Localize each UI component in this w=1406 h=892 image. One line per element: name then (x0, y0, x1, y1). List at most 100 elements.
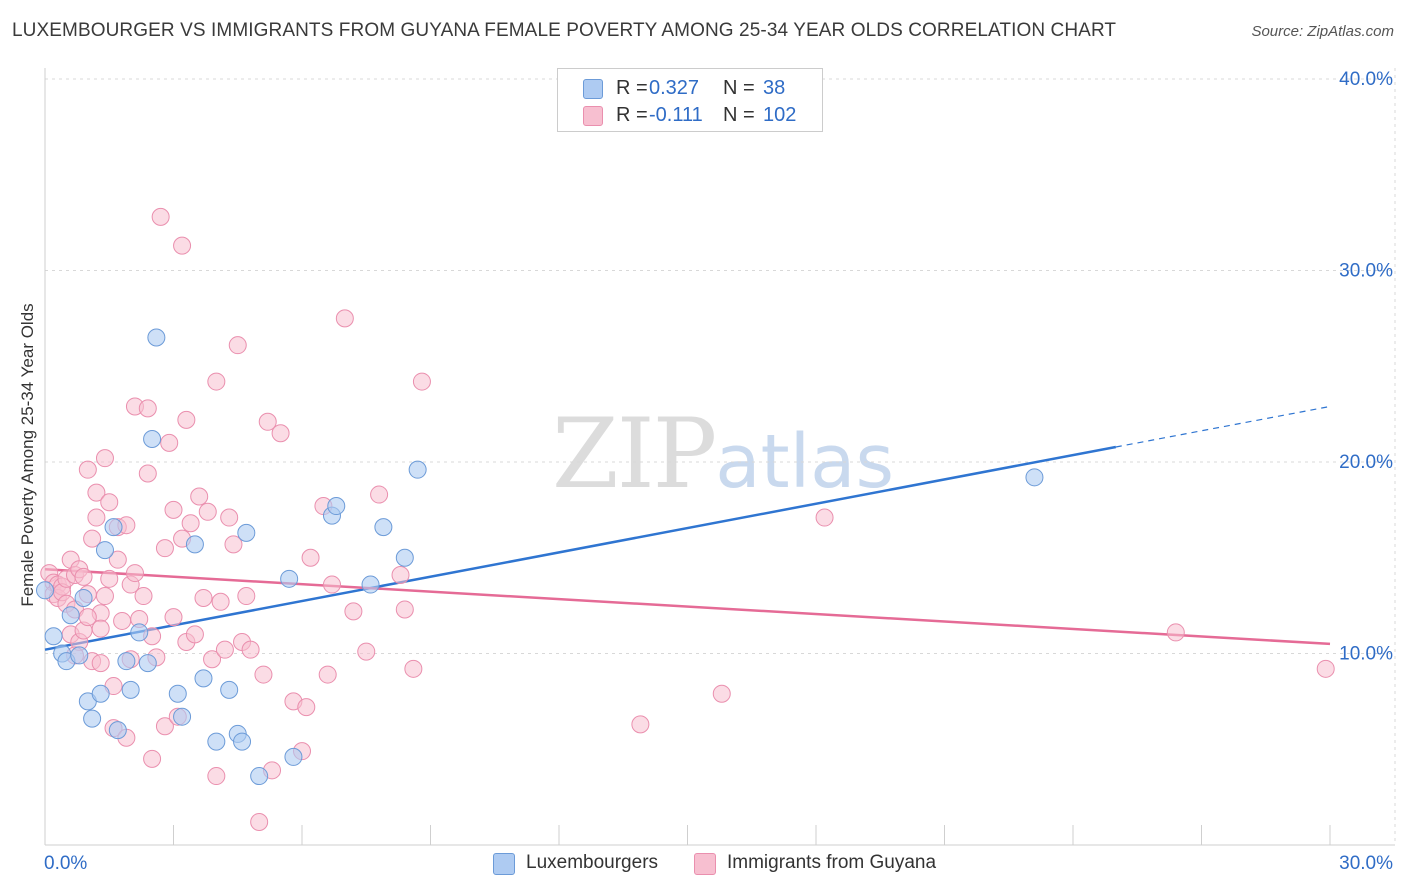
data-point-guyana (185, 625, 204, 644)
data-point-guyana (322, 575, 341, 594)
y-tick-label: 20.0% (1339, 452, 1393, 473)
data-point-luxembourger (121, 680, 140, 699)
data-point-luxembourger (327, 497, 346, 516)
data-point-guyana (160, 433, 179, 452)
data-point-guyana (271, 424, 290, 443)
legend-n-value: 102 (763, 104, 797, 126)
data-point-luxembourger (91, 684, 110, 703)
axes (44, 68, 1395, 846)
data-point-luxembourger (207, 732, 226, 751)
data-point-guyana (207, 372, 226, 391)
data-point-luxembourger (284, 747, 303, 766)
data-point-guyana (1166, 623, 1185, 642)
watermark-zip: ZIP (552, 398, 717, 510)
data-point-guyana (198, 502, 217, 521)
legend-r-label: R = (616, 77, 648, 99)
legend-label: Immigrants from Guyana (727, 852, 937, 873)
legend-r-value: 0.327 (649, 77, 700, 99)
tick-labels: 10.0% 20.0% 30.0% 40.0% 0.0% 30.0% (44, 69, 1393, 874)
data-point-luxembourger (168, 684, 187, 703)
data-point-guyana (138, 399, 157, 418)
data-point-luxembourger (280, 569, 299, 588)
gridlines (45, 68, 1396, 845)
data-point-guyana (237, 587, 256, 606)
legend-n-label: N = (723, 77, 755, 99)
data-point-guyana (190, 487, 209, 506)
data-point-guyana (100, 569, 119, 588)
data-point-luxembourger (147, 328, 166, 347)
data-point-guyana (297, 698, 316, 717)
legend-swatch-blue (493, 853, 515, 875)
data-point-guyana (194, 588, 213, 607)
y-tick-label: 10.0% (1339, 644, 1393, 665)
data-point-luxembourger (104, 518, 123, 537)
data-point-guyana (164, 608, 183, 627)
data-point-guyana (258, 412, 277, 431)
data-point-guyana (87, 508, 106, 527)
data-point-luxembourger (250, 767, 269, 786)
data-point-guyana (113, 611, 132, 630)
data-point-luxembourger (361, 575, 380, 594)
data-point-guyana (335, 309, 354, 328)
data-point-guyana (100, 493, 119, 512)
data-point-guyana (83, 529, 102, 548)
data-point-guyana (91, 619, 110, 638)
data-point-luxembourger (143, 430, 162, 449)
data-point-guyana (78, 460, 97, 479)
series-luxembourgers (36, 328, 1044, 786)
data-point-guyana (177, 410, 196, 429)
data-point-guyana (95, 587, 114, 606)
legend-r-value: -0.111 (649, 104, 703, 126)
y-tick-label: 40.0% (1339, 69, 1393, 90)
data-point-guyana (151, 207, 170, 226)
data-point-luxembourger (83, 709, 102, 728)
data-point-luxembourger (44, 627, 63, 646)
data-point-guyana (241, 640, 260, 659)
data-point-guyana (391, 565, 410, 584)
x-tick-label: 30.0% (1339, 853, 1393, 874)
legend-swatch-pink (694, 853, 716, 875)
data-point-guyana (224, 535, 243, 554)
data-point-guyana (712, 684, 731, 703)
data-point-guyana (138, 464, 157, 483)
data-point-luxembourger (233, 732, 252, 751)
data-point-guyana (1316, 659, 1335, 678)
data-point-luxembourger (194, 669, 213, 688)
legend-swatch-blue (583, 79, 603, 99)
trend-line-guyana (44, 567, 1331, 646)
legend-swatch-pink (583, 106, 603, 126)
legend-n-value: 38 (763, 77, 786, 99)
legend-r-label: R = (616, 104, 648, 126)
data-point-guyana (228, 336, 247, 355)
source-credit: Source: ZipAtlas.com (1251, 23, 1394, 40)
data-point-guyana (155, 539, 174, 558)
correlation-legend: R = 0.327 N = 38 R = -0.111 N = 102 (557, 68, 823, 132)
data-point-guyana (412, 372, 431, 391)
data-point-luxembourger (108, 721, 127, 740)
data-point-guyana (815, 508, 834, 527)
data-point-guyana (164, 500, 183, 519)
data-point-guyana (301, 548, 320, 567)
x-tick-label: 0.0% (44, 853, 87, 874)
data-point-guyana (87, 483, 106, 502)
data-point-guyana (215, 640, 234, 659)
data-point-guyana (155, 717, 174, 736)
data-point-luxembourger (138, 654, 157, 673)
data-point-guyana (370, 485, 389, 504)
data-point-guyana (125, 564, 144, 583)
data-point-guyana (254, 665, 273, 684)
data-point-luxembourger (220, 680, 239, 699)
data-point-luxembourger (95, 541, 114, 560)
chart-title: LUXEMBOURGER VS IMMIGRANTS FROM GUYANA F… (12, 20, 1117, 41)
data-point-guyana (207, 767, 226, 786)
legend-row-guyana: R = -0.111 N = 102 (558, 102, 822, 130)
trend-lines (44, 405, 1331, 651)
data-point-luxembourger (61, 606, 80, 625)
data-point-luxembourger (74, 588, 93, 607)
data-point-guyana (181, 514, 200, 533)
data-point-guyana (211, 592, 230, 611)
data-point-luxembourger (237, 523, 256, 542)
data-point-luxembourger (36, 581, 54, 600)
data-point-guyana (404, 659, 423, 678)
trend-line-luxembourgers-extension (1115, 405, 1331, 448)
